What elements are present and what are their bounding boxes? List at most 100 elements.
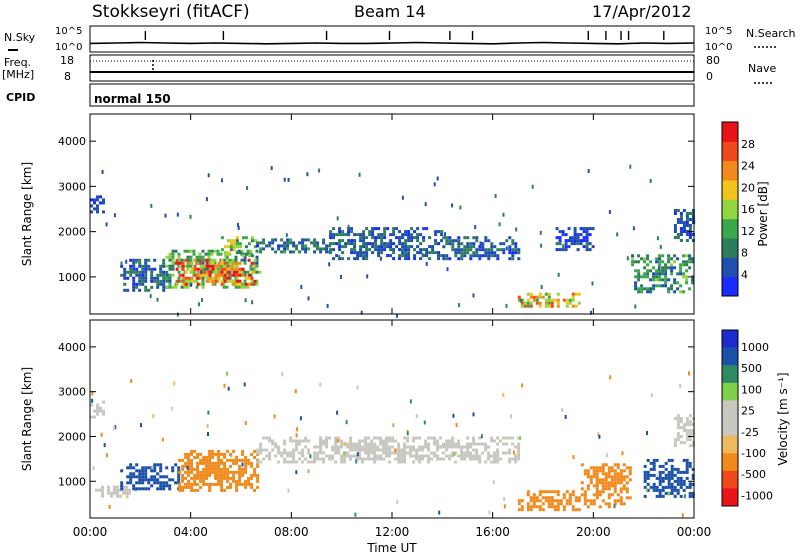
data-cell bbox=[532, 493, 536, 497]
data-cell bbox=[394, 451, 398, 455]
data-cell bbox=[229, 242, 233, 246]
data-cell bbox=[150, 469, 154, 473]
data-cell bbox=[141, 282, 145, 286]
data-cell bbox=[238, 267, 242, 271]
data-cell bbox=[646, 269, 650, 273]
data-cell bbox=[199, 470, 203, 474]
data-cell bbox=[400, 451, 404, 455]
data-cell bbox=[244, 464, 248, 468]
data-cell bbox=[162, 487, 166, 491]
colorbar-tick-label: 100 bbox=[741, 383, 762, 396]
data-cell bbox=[505, 451, 509, 455]
data-cell bbox=[247, 273, 251, 277]
data-cell bbox=[268, 439, 272, 443]
data-cell bbox=[592, 475, 596, 479]
data-cell bbox=[403, 460, 407, 464]
data-cell bbox=[676, 470, 680, 474]
data-cell bbox=[538, 490, 542, 494]
y-tick-label: 2000 bbox=[58, 226, 86, 239]
data-cell bbox=[681, 513, 684, 518]
data-cell bbox=[286, 241, 290, 245]
data-cell bbox=[367, 445, 371, 449]
data-cell bbox=[643, 257, 647, 261]
data-cell bbox=[102, 201, 105, 205]
data-cell bbox=[691, 429, 695, 433]
data-cell bbox=[165, 475, 169, 479]
data-cell bbox=[646, 470, 650, 474]
data-cell bbox=[223, 279, 227, 283]
data-cell bbox=[373, 448, 377, 452]
data-cell bbox=[469, 257, 473, 261]
data-cell bbox=[448, 442, 452, 446]
data-cell bbox=[195, 285, 199, 289]
data-cell bbox=[508, 448, 512, 452]
data-cell bbox=[243, 382, 246, 387]
data-cell bbox=[150, 203, 153, 208]
data-cell bbox=[454, 445, 458, 449]
data-cell bbox=[682, 227, 686, 230]
data-cell bbox=[135, 487, 139, 491]
data-cell bbox=[105, 222, 108, 227]
data-cell bbox=[466, 451, 470, 455]
data-cell bbox=[676, 479, 680, 483]
data-cell bbox=[403, 451, 407, 455]
data-cell bbox=[141, 487, 145, 491]
data-cell bbox=[555, 248, 559, 252]
date-title: 17/Apr/2012 bbox=[592, 2, 692, 21]
data-cell bbox=[667, 260, 671, 264]
data-cell bbox=[451, 445, 455, 449]
data-cell bbox=[541, 502, 545, 506]
data-cell bbox=[244, 455, 248, 459]
data-cell bbox=[332, 233, 336, 237]
data-cell bbox=[223, 461, 227, 465]
data-cell bbox=[300, 285, 303, 289]
data-cell bbox=[478, 248, 482, 252]
data-cell bbox=[466, 442, 470, 446]
data-cell bbox=[607, 487, 611, 491]
data-cell bbox=[175, 258, 179, 262]
data-cell bbox=[616, 463, 620, 467]
data-cell bbox=[347, 242, 351, 246]
data-cell bbox=[682, 479, 686, 483]
data-cell bbox=[196, 482, 200, 486]
data-cell bbox=[132, 484, 136, 488]
data-cell bbox=[589, 466, 593, 470]
data-cell bbox=[472, 436, 476, 440]
data-cell bbox=[649, 287, 653, 291]
data-cell bbox=[201, 255, 205, 259]
data-cell bbox=[144, 267, 148, 271]
data-cell bbox=[688, 287, 692, 291]
data-cell bbox=[216, 279, 220, 283]
data-cell bbox=[280, 454, 284, 458]
data-cell bbox=[371, 242, 375, 246]
data-cell bbox=[183, 249, 187, 253]
data-cell bbox=[463, 457, 467, 461]
data-cell bbox=[676, 257, 680, 261]
data-cell bbox=[490, 245, 494, 249]
data-cell bbox=[184, 482, 188, 486]
data-cell bbox=[538, 301, 542, 305]
data-cell bbox=[130, 378, 133, 383]
data-cell bbox=[397, 445, 401, 449]
data-cell bbox=[232, 470, 236, 474]
data-cell bbox=[493, 439, 497, 443]
data-cell bbox=[673, 494, 677, 498]
data-cell bbox=[499, 457, 503, 461]
data-cell bbox=[350, 227, 354, 231]
data-cell bbox=[382, 457, 386, 461]
data-cell bbox=[613, 463, 617, 467]
data-cell bbox=[613, 487, 617, 491]
data-cell bbox=[295, 244, 299, 248]
data-cell bbox=[679, 221, 683, 224]
data-cell bbox=[383, 248, 387, 252]
data-cell bbox=[424, 202, 427, 207]
data-cell bbox=[679, 485, 683, 489]
data-cell bbox=[91, 391, 94, 396]
data-cell bbox=[171, 264, 175, 268]
data-cell bbox=[313, 460, 317, 464]
data-cell bbox=[673, 209, 677, 212]
data-cell bbox=[250, 276, 254, 280]
data-cell bbox=[505, 239, 509, 243]
data-cell bbox=[655, 488, 659, 492]
data-cell bbox=[448, 439, 452, 443]
